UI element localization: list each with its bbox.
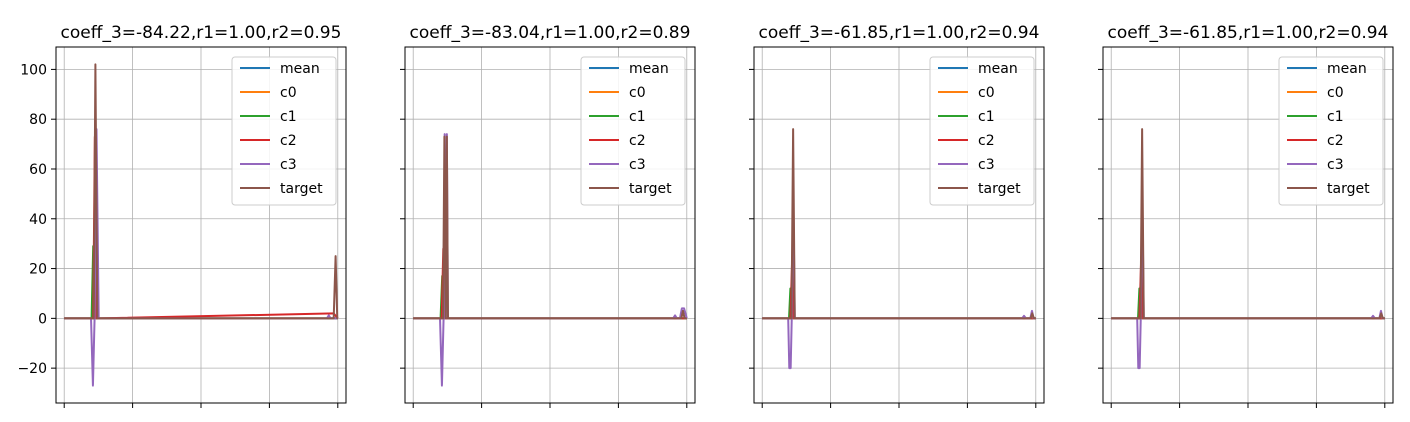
legend-label-c1: c1 <box>978 109 995 125</box>
legend-label-c0: c0 <box>280 85 297 101</box>
legend-label-c0: c0 <box>1327 85 1344 101</box>
chart-title: coeff_3=-83.04,r1=1.00,r2=0.89 <box>410 23 691 43</box>
legend-label-c2: c2 <box>280 133 297 149</box>
legend-label-mean: mean <box>629 61 669 77</box>
y-tick-label: 40 <box>29 212 47 228</box>
legend-label-c3: c3 <box>1327 157 1344 173</box>
legend-label-target: target <box>629 181 672 197</box>
legend: mean c0 c1 c2 c3 target <box>580 56 686 206</box>
legend-label-c1: c1 <box>280 109 297 125</box>
legend-label-mean: mean <box>978 61 1018 77</box>
legend-label-c0: c0 <box>629 85 646 101</box>
legend-label-c2: c2 <box>1327 133 1344 149</box>
chart-title: coeff_3=-61.85,r1=1.00,r2=0.94 <box>1108 23 1389 43</box>
legend-label-target: target <box>978 181 1021 197</box>
legend: mean c0 c1 c2 c3 target <box>231 56 337 206</box>
legend-box <box>929 56 1035 206</box>
legend-label-mean: mean <box>1327 61 1367 77</box>
legend-label-c3: c3 <box>280 157 297 173</box>
y-tick-label: 60 <box>29 162 47 178</box>
y-tick-label: 100 <box>20 62 47 78</box>
series-line-target <box>762 128 1036 320</box>
legend-label-c2: c2 <box>629 133 646 149</box>
series-lines <box>413 133 688 387</box>
chart-title: coeff_3=-61.85,r1=1.00,r2=0.94 <box>759 23 1040 43</box>
legend-label-target: target <box>1327 181 1370 197</box>
legend-label-c1: c1 <box>629 109 646 125</box>
series-lines <box>762 128 1036 370</box>
series-lines <box>1111 128 1385 370</box>
legend: mean c0 c1 c2 c3 target <box>929 56 1035 206</box>
legend-label-c1: c1 <box>1327 109 1344 125</box>
y-tick-label: −20 <box>17 361 47 377</box>
legend-label-mean: mean <box>280 61 320 77</box>
chart-title: coeff_3=-84.22,r1=1.00,r2=0.95 <box>61 23 342 43</box>
legend-label-target: target <box>280 181 323 197</box>
y-tick-label: 0 <box>38 311 47 327</box>
legend-label-c0: c0 <box>978 85 995 101</box>
series-line-target <box>1111 128 1385 320</box>
legend-box <box>231 56 337 206</box>
series-lines <box>64 63 339 387</box>
legend-label-c3: c3 <box>978 157 995 173</box>
chart-panel-1: coeff_3=-84.22,r1=1.00,r2=0.95 −20 0 20 40 60… <box>17 23 347 408</box>
legend-label-c3: c3 <box>629 157 646 173</box>
legend: mean c0 c1 c2 c3 target <box>1278 56 1384 206</box>
series-line-target <box>413 135 687 320</box>
y-tick-label: 20 <box>29 262 47 278</box>
y-tick-label: 80 <box>29 112 47 128</box>
legend-box <box>580 56 686 206</box>
series-line-target <box>64 63 339 320</box>
legend-box <box>1278 56 1384 206</box>
legend-label-c2: c2 <box>978 133 995 149</box>
